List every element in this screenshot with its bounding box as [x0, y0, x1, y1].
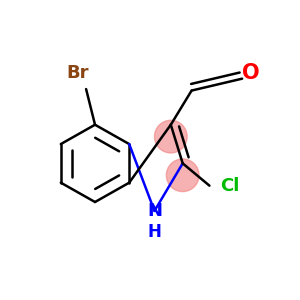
- Text: N: N: [147, 202, 162, 220]
- Text: H: H: [148, 223, 161, 241]
- Text: O: O: [242, 63, 260, 83]
- Text: Br: Br: [66, 64, 88, 82]
- Circle shape: [154, 120, 187, 153]
- Circle shape: [166, 159, 199, 192]
- Text: Cl: Cl: [220, 177, 239, 195]
